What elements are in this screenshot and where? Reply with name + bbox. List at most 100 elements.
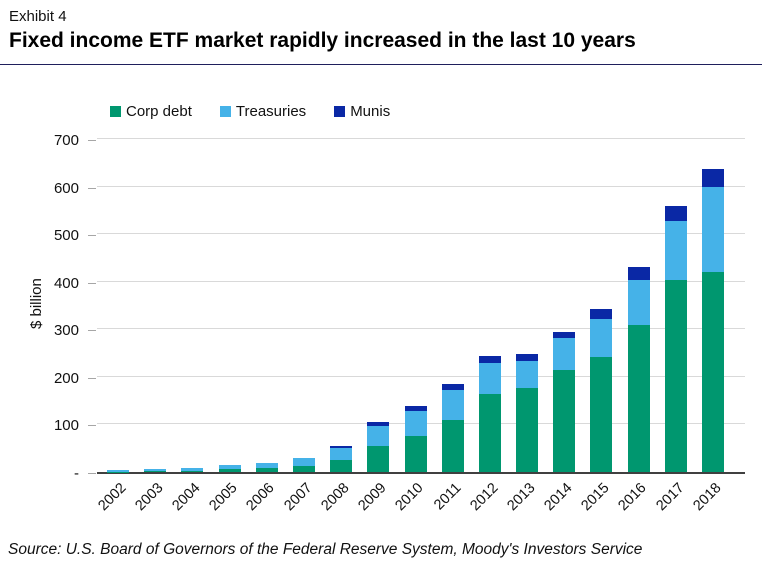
munis-swatch-icon — [334, 106, 346, 117]
x-tick-label-2012: 2012 — [467, 480, 502, 515]
y-tick-mark-500 — [88, 235, 96, 237]
bar-group-2015: 2015 — [579, 141, 613, 514]
x-tick-label-2008: 2008 — [318, 480, 353, 515]
x-tick-label-2017: 2017 — [652, 480, 688, 515]
legend-label-munis: Munis — [350, 103, 391, 120]
bar-segment-2010-corp-debt — [404, 436, 427, 472]
corp-debt-swatch-icon — [110, 106, 121, 117]
bar-segment-2006-treasuries — [255, 462, 278, 469]
x-tick-label-2007: 2007 — [281, 480, 316, 515]
bar-segment-2013-corp-debt — [516, 387, 539, 472]
gridline-400 — [97, 280, 745, 282]
bar-segment-2018-treasuries — [702, 186, 724, 273]
bar-group-2007: 2007 — [281, 141, 315, 514]
y-tick-label-700: 700 — [53, 132, 79, 149]
bar-group-2017: 2017 — [653, 141, 687, 514]
bar-segment-2007-corp-debt — [292, 466, 315, 472]
legend-label-corp-debt: Corp debt — [126, 103, 192, 120]
x-tick-label-2011: 2011 — [430, 480, 465, 514]
bar-segment-2008-munis — [330, 446, 353, 449]
bar-segment-2015-munis — [590, 309, 613, 319]
bar-segment-2015-treasuries — [590, 318, 613, 357]
x-tick-label-2005: 2005 — [206, 480, 241, 515]
bar-group-2002: 2002 — [95, 141, 129, 514]
y-tick-mark-300 — [88, 330, 96, 332]
x-tick-label-2009: 2009 — [355, 480, 390, 515]
legend-item-munis: Munis — [334, 103, 390, 120]
bar-segment-2014-munis — [553, 331, 576, 339]
bar-group-2005: 2005 — [207, 141, 241, 514]
y-tick-mark-100 — [88, 425, 96, 427]
legend-label-treasuries: Treasuries — [235, 103, 307, 120]
gridline-200 — [97, 375, 745, 377]
legend-item-corp-debt: Corp debt — [110, 103, 192, 120]
y-tick-label-600: 600 — [53, 179, 79, 197]
bar-segment-2018-munis — [702, 168, 724, 187]
gridline-700 — [97, 138, 745, 139]
x-tick-label-2002: 2002 — [95, 480, 130, 515]
bar-segment-2005-corp-debt — [218, 469, 241, 472]
bar-group-2016: 2016 — [616, 141, 650, 514]
bar-segment-2003-corp-debt — [144, 471, 167, 472]
x-tick-label-2004: 2004 — [169, 480, 204, 515]
bar-segment-2017-munis — [664, 206, 687, 222]
bar-segment-2016-munis — [627, 266, 650, 280]
x-tick-label-2016: 2016 — [615, 480, 650, 515]
bar-segment-2008-treasuries — [330, 448, 353, 461]
y-tick-label-200: 200 — [53, 369, 79, 387]
bar-group-2012: 2012 — [467, 141, 501, 514]
gridline-600 — [97, 185, 745, 187]
chart-title: Fixed income ETF market rapidly increase… — [9, 29, 636, 52]
bar-segment-2006-corp-debt — [255, 468, 278, 472]
bar-segment-2013-munis — [516, 354, 539, 362]
x-tick-label-2014: 2014 — [541, 480, 576, 515]
bar-segment-2012-treasuries — [478, 362, 501, 394]
bar-group-2004: 2004 — [170, 141, 204, 514]
bar-group-2008: 2008 — [318, 141, 353, 514]
y-tick-label-400: 400 — [53, 274, 79, 292]
bar-group-2010: 2010 — [393, 141, 427, 514]
y-axis: - 100 200 300 400 500 600 700 — [0, 132, 96, 482]
bar-group-2018: 2018 — [690, 141, 724, 514]
source-note: Source: U.S. Board of Governors of the F… — [8, 541, 643, 558]
gridline-500 — [97, 233, 745, 235]
bar-segment-2012-corp-debt — [478, 393, 501, 472]
y-tick-mark-700 — [88, 140, 96, 141]
exhibit-number: Exhibit 4 — [9, 8, 67, 25]
bar-segment-2008-corp-debt — [330, 460, 353, 472]
bar-segment-2003-treasuries — [144, 469, 167, 472]
bar-segment-2011-treasuries — [441, 390, 464, 420]
x-tick-label-2018: 2018 — [690, 480, 725, 515]
bar-segment-2005-treasuries — [218, 464, 241, 470]
bar-segment-2013-treasuries — [516, 361, 539, 388]
bar-segment-2007-treasuries — [292, 457, 315, 467]
bar-segment-2002-treasuries — [107, 470, 129, 472]
bar-segment-2004-corp-debt — [181, 470, 204, 472]
y-tick-mark-400 — [88, 282, 96, 284]
bar-segment-2009-treasuries — [367, 426, 390, 446]
bar-group-2014: 2014 — [541, 141, 576, 514]
bar-segment-2011-corp-debt — [441, 419, 464, 472]
gridline-300 — [97, 328, 745, 330]
bar-segment-2010-munis — [404, 406, 427, 411]
y-tick-label-100: 100 — [53, 417, 79, 435]
y-tick-label-0: - — [74, 465, 79, 482]
legend-item-treasuries: Treasuries — [219, 103, 307, 120]
bar-group-2003: 2003 — [132, 141, 167, 514]
bar-group-2011: 2011 — [431, 141, 464, 513]
y-tick-label-300: 300 — [53, 322, 79, 340]
bar-segment-2016-treasuries — [627, 279, 650, 326]
plot-area: 2002 2003 2004 2005 2006 2007 2008 2009 2010 2011… — [95, 138, 745, 514]
bar-group-2009: 2009 — [355, 141, 390, 514]
x-tick-label-2015: 2015 — [578, 480, 613, 515]
bar-segment-2004-treasuries — [181, 467, 204, 471]
y-tick-mark-0 — [88, 473, 96, 474]
bar-segment-2009-corp-debt — [367, 445, 390, 472]
x-tick-label-2013: 2013 — [504, 480, 539, 515]
bar-segment-2017-corp-debt — [664, 280, 687, 472]
bar-segment-2018-corp-debt — [702, 272, 724, 472]
y-tick-label-500: 500 — [53, 227, 79, 245]
bar-segment-2009-munis — [367, 421, 390, 427]
bar-segment-2012-munis — [478, 355, 501, 363]
